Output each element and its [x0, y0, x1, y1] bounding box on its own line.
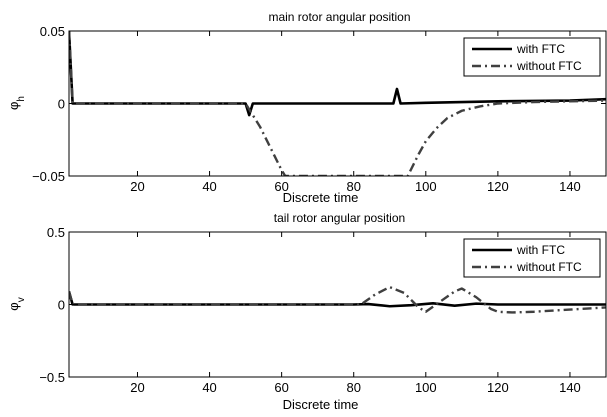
x-tick-label: 100	[415, 179, 437, 194]
y-tick-label: −0.5	[39, 370, 65, 385]
y-axis-label-symbol: φ	[6, 102, 21, 110]
x-tick-label: 140	[559, 179, 581, 194]
x-tick-label: 80	[346, 380, 360, 395]
y-tick-label: −0.05	[32, 169, 65, 184]
x-tick-label: 140	[559, 380, 581, 395]
series-group	[69, 285, 606, 314]
legend-label-without-ftc: without FTC	[516, 260, 582, 274]
x-tick-label: 40	[202, 179, 216, 194]
legend: with FTC without FTC	[463, 37, 601, 77]
y-tick-label: 0	[58, 97, 65, 112]
chart-title: tail rotor angular position	[274, 211, 405, 225]
series-line-without-ftc	[69, 31, 606, 176]
y-axis-label-subscript: v	[16, 297, 27, 302]
legend-label-without-ftc: without FTC	[516, 59, 582, 73]
tail-rotor-panel: 20 40 60 80 100 120 140 −0.5 0 0.5 tail rotor angu…	[6, 211, 607, 412]
legend-box	[463, 238, 601, 278]
y-tick-label: 0.05	[40, 24, 65, 39]
x-tick-label: 20	[130, 179, 144, 194]
legend-label-with-ftc: with FTC	[516, 42, 565, 56]
chart-title: main rotor angular position	[268, 10, 410, 24]
y-tick-label: 0	[58, 298, 65, 313]
series-line-without-ftc	[69, 285, 606, 314]
series-group	[69, 31, 606, 176]
y-axis-label-subscript: h	[16, 96, 27, 102]
legend: with FTC without FTC	[463, 238, 601, 278]
x-tick-label: 20	[130, 380, 144, 395]
y-axis-label: φh	[6, 96, 27, 110]
x-axis-label: Discrete time	[283, 397, 359, 412]
series-line-with-ftc	[69, 291, 606, 308]
main-rotor-panel: 20 40 60 80 100 120 140 −0.05 0 0.05 main rotor an…	[6, 10, 607, 205]
legend-label-with-ftc: with FTC	[516, 243, 565, 257]
y-tick-label: 0.5	[47, 225, 65, 240]
x-tick-label: 100	[415, 380, 437, 395]
x-tick-label: 120	[487, 380, 509, 395]
x-tick-label: 60	[274, 179, 288, 194]
y-axis-label: φv	[6, 297, 27, 310]
x-tick-label: 120	[487, 179, 509, 194]
x-tick-label: 40	[202, 380, 216, 395]
x-axis-label: Discrete time	[283, 190, 359, 205]
x-tick-label: 60	[274, 380, 288, 395]
x-tick-label: 80	[346, 179, 360, 194]
y-axis-label-symbol: φ	[6, 302, 21, 310]
legend-box	[463, 37, 601, 77]
